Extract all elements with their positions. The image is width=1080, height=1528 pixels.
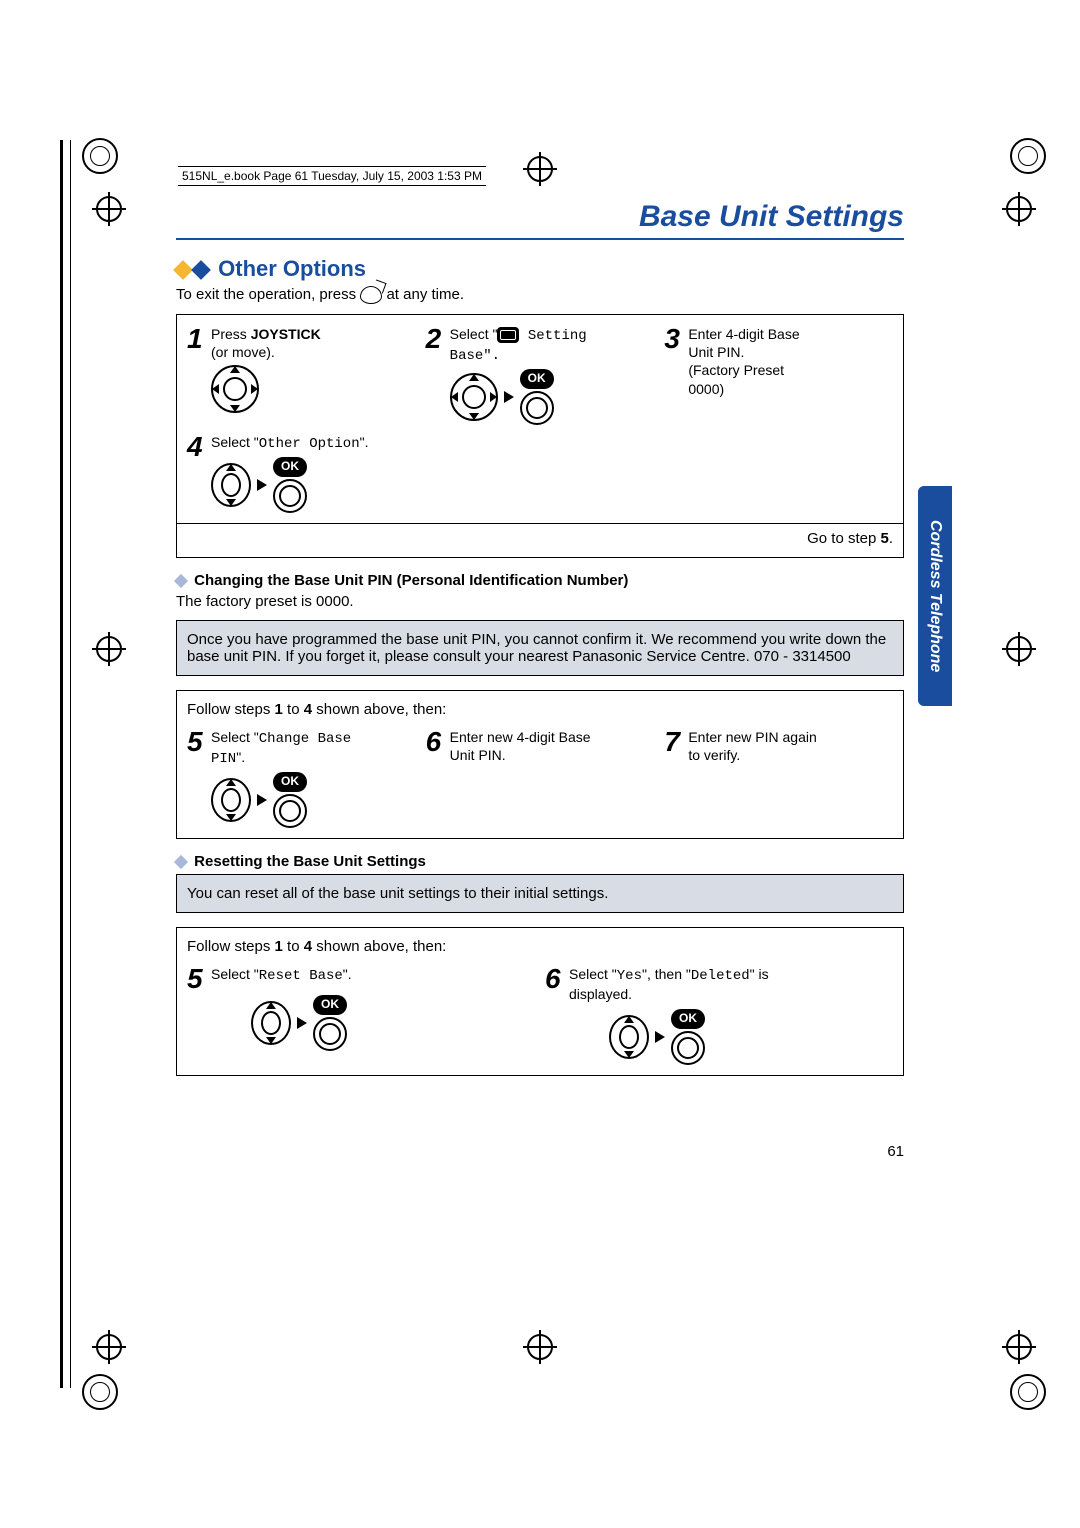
- joystick-updown-icon: [211, 778, 251, 822]
- ok-button-icon: OK: [671, 1009, 705, 1065]
- settings-menu-icon: [497, 327, 519, 343]
- arrow-right-icon: [257, 794, 267, 806]
- crop-ring: [82, 1374, 118, 1410]
- steps-box-main: 1 Press JOYSTICK (or move). 2: [176, 314, 904, 558]
- ok-button-icon: OK: [520, 369, 554, 425]
- reset-heading: Resetting the Base Unit Settings: [176, 853, 904, 870]
- joystick-updown-icon: [251, 1001, 291, 1045]
- step-6: 6 Select "Yes", then "Deleted" is displa…: [545, 965, 893, 1065]
- diamond-icon: [174, 855, 188, 869]
- diamond-icon: [173, 260, 193, 280]
- section-heading-text: Other Options: [218, 256, 366, 281]
- ok-button-icon: OK: [313, 995, 347, 1051]
- step-5: 5 Select "Reset Base". OK: [187, 965, 535, 1065]
- page-title: Base Unit Settings: [176, 200, 904, 240]
- ebook-header: 515NL_e.book Page 61 Tuesday, July 15, 2…: [178, 166, 486, 186]
- reset-info-box: You can reset all of the base unit setti…: [176, 874, 904, 913]
- ok-button-icon: OK: [273, 772, 307, 828]
- registration-mark: [1006, 1334, 1032, 1360]
- arrow-right-icon: [257, 479, 267, 491]
- handset-off-icon: [360, 286, 382, 304]
- follow-steps-text: Follow steps 1 to 4 shown above, then:: [187, 938, 893, 955]
- step-3: 3 Enter 4-digit Base Unit PIN. (Factory …: [664, 325, 893, 425]
- registration-mark: [96, 1334, 122, 1360]
- diamond-icon: [191, 260, 211, 280]
- registration-mark: [527, 156, 553, 182]
- registration-mark: [527, 1334, 553, 1360]
- step-6: 6 Enter new 4-digit Base Unit PIN.: [426, 728, 655, 828]
- intro-text: To exit the operation, press at any time…: [176, 286, 904, 304]
- goto-step: Go to step 5.: [187, 530, 893, 547]
- arrow-right-icon: [504, 391, 514, 403]
- crop-ring: [1010, 138, 1046, 174]
- page-number: 61: [887, 1143, 904, 1160]
- page-content: Base Unit Settings Other Options To exit…: [176, 200, 904, 1084]
- joystick-updown-icon: [211, 463, 251, 507]
- registration-mark: [96, 636, 122, 662]
- joystick-4way-icon: [211, 365, 259, 413]
- registration-mark: [1006, 196, 1032, 222]
- crop-ring: [1010, 1374, 1046, 1410]
- joystick-updown-icon: [609, 1015, 649, 1059]
- binding-bar: [60, 140, 63, 1388]
- side-tab: Cordless Telephone: [918, 486, 952, 706]
- factory-preset-text: The factory preset is 0000.: [176, 593, 904, 610]
- section-heading: Other Options: [176, 256, 904, 282]
- ok-button-icon: OK: [273, 457, 307, 513]
- steps-box-pin: Follow steps 1 to 4 shown above, then: 5…: [176, 690, 904, 839]
- crop-ring: [82, 138, 118, 174]
- steps-box-reset: Follow steps 1 to 4 shown above, then: 5…: [176, 927, 904, 1076]
- arrow-right-icon: [297, 1017, 307, 1029]
- follow-steps-text: Follow steps 1 to 4 shown above, then:: [187, 701, 893, 718]
- divider-line: [177, 523, 903, 524]
- pin-warning-box: Once you have programmed the base unit P…: [176, 620, 904, 676]
- step-1: 1 Press JOYSTICK (or move).: [187, 325, 416, 425]
- diamond-icon: [174, 574, 188, 588]
- joystick-4way-icon: [450, 373, 498, 421]
- pin-heading: Changing the Base Unit PIN (Personal Ide…: [176, 572, 904, 589]
- registration-mark: [96, 196, 122, 222]
- binding-bar-thin: [70, 140, 71, 1388]
- step-7: 7 Enter new PIN again to verify.: [664, 728, 893, 828]
- registration-mark: [1006, 636, 1032, 662]
- arrow-right-icon: [655, 1031, 665, 1043]
- step-4: 4 Select "Other Option". OK: [187, 433, 368, 513]
- step-5: 5 Select "Change Base PIN". OK: [187, 728, 416, 828]
- step-2: 2 Select " Setting Base". OK: [426, 325, 655, 425]
